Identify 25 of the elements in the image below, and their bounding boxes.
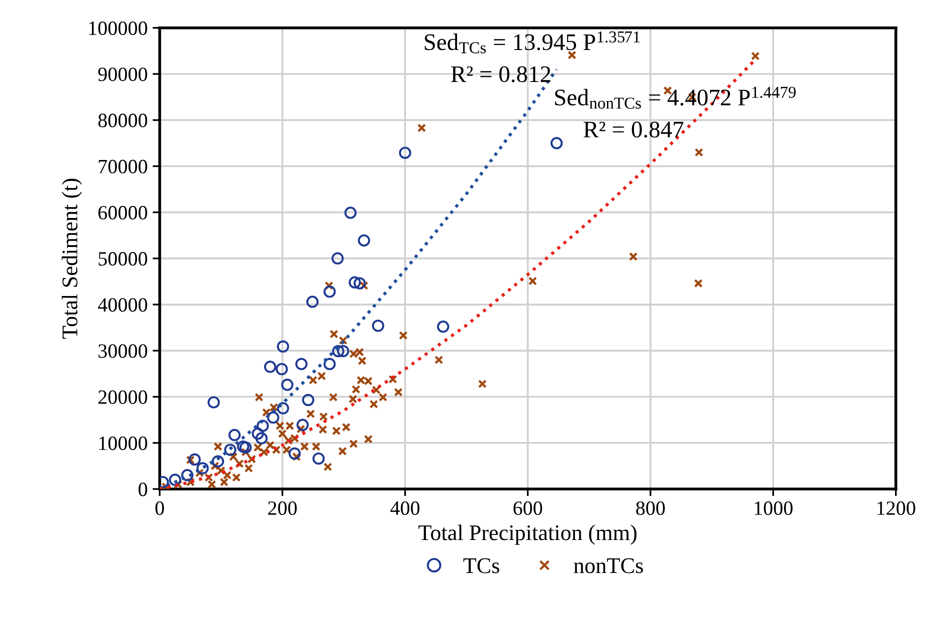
x-axis-title: Total Precipitation (mm)	[418, 524, 636, 545]
x-tick-label: 600	[514, 501, 542, 515]
y-tick-label: 80000	[98, 114, 148, 128]
y-tick-label: 90000	[98, 68, 148, 82]
y-tick-label: 40000	[98, 298, 148, 312]
x-tick-label: 0	[155, 501, 164, 515]
annotation: Sed$_{TCs}$ = 13.945 P$^{1.3571}$	[424, 31, 640, 54]
y-tick-label: 30000	[98, 344, 148, 358]
legend-label: TCs	[463, 558, 500, 574]
y-axis-title: Total Sediment (t)	[62, 178, 82, 339]
legend-label: nonTCs	[574, 558, 643, 574]
x-tick-label: 1000	[754, 501, 793, 515]
x-tick-label: 800	[636, 501, 665, 515]
y-tick-label: 0	[138, 482, 148, 496]
y-tick-label: 50000	[98, 252, 148, 266]
x-tick-label: 1200	[877, 501, 916, 515]
x-tick-label: 200	[268, 501, 297, 515]
x-tick-label: 400	[390, 501, 420, 515]
annotation: R² = 0.847	[584, 122, 684, 138]
y-tick-label: 60000	[98, 206, 148, 220]
y-tick-label: 70000	[98, 160, 148, 174]
y-tick-label: 10000	[99, 436, 148, 450]
y-tick-label: 100000	[89, 21, 148, 36]
y-tick-label: 20000	[98, 390, 148, 404]
annotation: R² = 0.812	[451, 66, 550, 82]
